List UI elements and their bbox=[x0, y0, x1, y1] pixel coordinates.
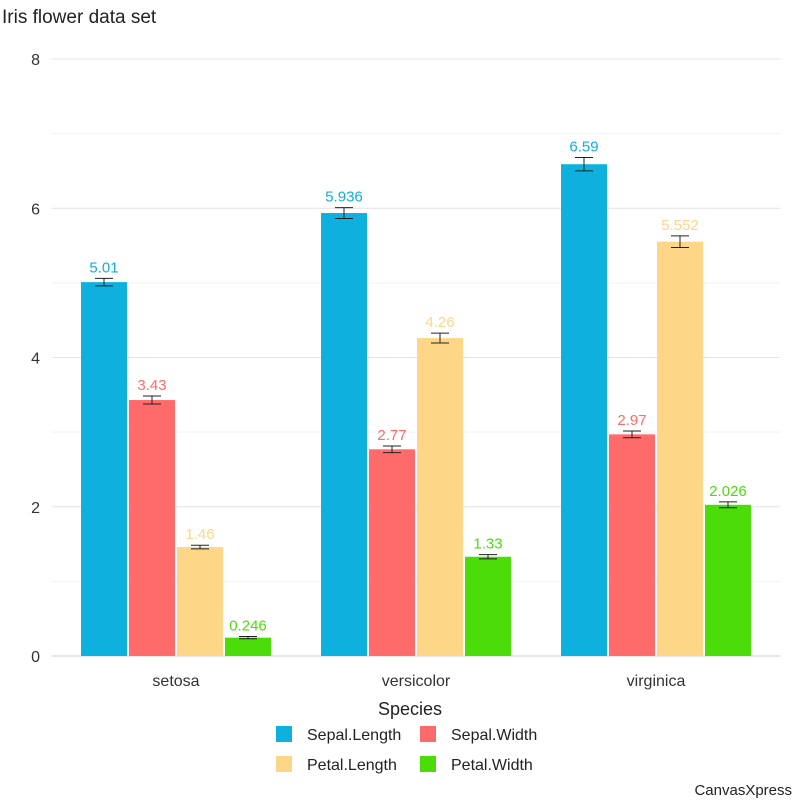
bar bbox=[225, 637, 271, 656]
legend-label: Sepal.Width bbox=[451, 727, 537, 744]
data-label: 5.01 bbox=[89, 259, 118, 276]
bar bbox=[705, 504, 751, 656]
bar bbox=[369, 449, 415, 656]
bar bbox=[657, 241, 703, 656]
bar bbox=[177, 547, 223, 656]
x-tick-label: setosa bbox=[152, 673, 199, 690]
y-tick-label: 2 bbox=[31, 500, 40, 517]
chart-title: Iris flower data set bbox=[2, 7, 157, 28]
bar bbox=[81, 282, 127, 656]
legend-swatch bbox=[276, 726, 292, 742]
bar bbox=[561, 164, 607, 656]
data-label: 2.77 bbox=[377, 427, 406, 444]
data-label: 4.26 bbox=[425, 314, 454, 331]
data-label: 2.026 bbox=[709, 483, 747, 500]
data-label: 6.59 bbox=[569, 139, 598, 156]
y-tick-label: 6 bbox=[31, 201, 40, 218]
bar bbox=[417, 338, 463, 656]
data-label: 5.552 bbox=[661, 217, 699, 234]
bar bbox=[465, 556, 511, 656]
legend-label: Sepal.Length bbox=[307, 727, 401, 744]
bar bbox=[321, 213, 367, 656]
bar bbox=[129, 400, 175, 656]
data-label: 0.246 bbox=[229, 618, 267, 635]
data-label: 1.33 bbox=[473, 536, 502, 553]
legend-swatch bbox=[420, 726, 436, 742]
x-tick-label: virginica bbox=[627, 673, 686, 690]
y-tick-label: 8 bbox=[31, 52, 40, 69]
data-label: 5.936 bbox=[325, 189, 363, 206]
legend-label: Petal.Width bbox=[451, 757, 533, 774]
data-label: 2.97 bbox=[617, 412, 646, 429]
legend-label: Petal.Length bbox=[307, 757, 397, 774]
legend-swatch bbox=[276, 756, 292, 772]
y-tick-label: 4 bbox=[31, 351, 40, 368]
legend-swatch bbox=[420, 756, 436, 772]
data-label: 3.43 bbox=[137, 377, 166, 394]
data-label: 1.46 bbox=[185, 526, 214, 543]
y-tick-label: 0 bbox=[31, 649, 40, 666]
x-tick-label: versicolor bbox=[382, 673, 451, 690]
watermark: CanvasXpress bbox=[694, 782, 792, 799]
x-axis-label: Species bbox=[378, 699, 442, 719]
bar bbox=[609, 434, 655, 656]
